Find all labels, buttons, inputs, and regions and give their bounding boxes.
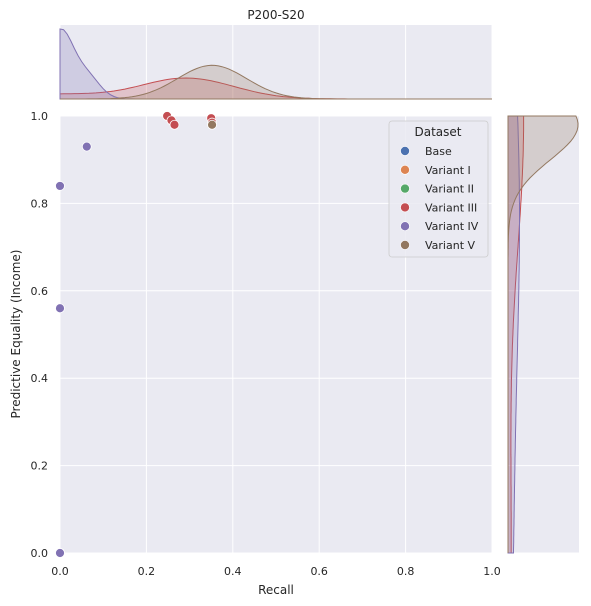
- legend-label: Variant III: [425, 201, 477, 214]
- y-tick-label: 0.6: [31, 285, 49, 298]
- x-tick-labels: 0.0 0.2 0.4 0.6 0.8 1.0: [51, 565, 501, 578]
- right-marginal-density: [507, 115, 579, 554]
- x-tick-label: 1.0: [483, 565, 501, 578]
- data-point: [55, 181, 65, 191]
- scatter-points: [55, 111, 217, 558]
- y-axis-label: Predictive Equality (Income): [9, 250, 23, 419]
- legend-marker: [400, 240, 410, 250]
- y-tick-label: 1.0: [31, 110, 49, 123]
- legend-marker: [400, 183, 410, 194]
- legend-label: Base: [425, 145, 452, 158]
- main-grid: [59, 115, 493, 554]
- legend-title: Dataset: [415, 125, 462, 139]
- y-tick-labels: 0.0 0.2 0.4 0.6 0.8 1.0: [31, 110, 49, 560]
- legend-marker: [400, 146, 410, 156]
- legend-label: Variant II: [425, 183, 474, 196]
- x-axis-label: Recall: [258, 583, 294, 597]
- legend-label: Variant V: [425, 239, 476, 252]
- data-point: [207, 119, 217, 130]
- top-marginal-density: [59, 28, 492, 100]
- top-density-curve: [60, 64, 492, 100]
- legend-label: Variant IV: [425, 220, 479, 233]
- right-density-curve: [507, 115, 520, 554]
- data-point: [169, 119, 180, 130]
- data-point: [55, 303, 65, 314]
- y-tick-label: 0.0: [31, 547, 49, 560]
- legend-label: Variant I: [425, 164, 471, 177]
- legend-box: [388, 120, 489, 258]
- y-tick-label: 0.2: [31, 460, 49, 473]
- legend: Dataset Base Variant I Variant II Variant I…: [388, 120, 489, 258]
- y-tick-label: 0.4: [31, 372, 49, 385]
- top-marginal-background: [60, 25, 492, 99]
- x-tick-label: 0.2: [138, 565, 156, 578]
- y-tick-label: 0.8: [31, 197, 49, 210]
- x-tick-label: 0.0: [51, 565, 69, 578]
- right-density-curve: [507, 115, 525, 554]
- right-density-curve: [507, 115, 579, 553]
- x-tick-label: 0.6: [310, 565, 328, 578]
- data-point: [55, 548, 65, 558]
- data-point: [81, 141, 92, 152]
- x-tick-label: 0.4: [224, 565, 242, 578]
- legend-marker: [400, 165, 410, 175]
- legend-marker: [400, 202, 410, 213]
- legend-marker: [400, 221, 410, 231]
- chart-title: P200-S20: [247, 8, 304, 22]
- right-marginal-background: [508, 116, 579, 553]
- x-tick-label: 0.8: [397, 565, 415, 578]
